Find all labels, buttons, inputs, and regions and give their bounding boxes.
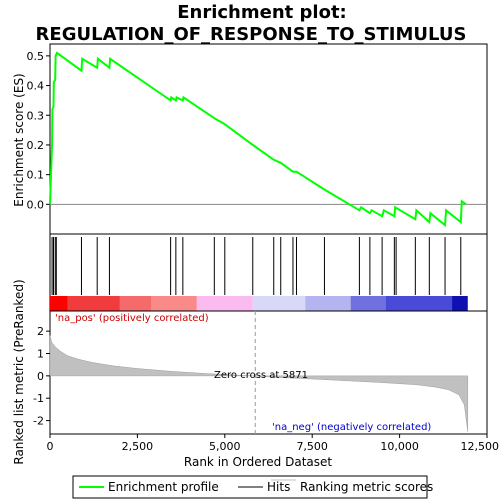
es-y-tick-label: 0.1 [27, 169, 45, 182]
es-y-tick-label: 0.2 [27, 139, 45, 152]
x-tick-label: 12,500 [461, 440, 500, 453]
es-y-tick-label: 0.3 [27, 109, 45, 122]
hits-marks [51, 237, 462, 295]
metric-y-ticks: -2 -1 0 1 2 [33, 325, 50, 428]
heat-segment [50, 296, 68, 311]
es-y-tick-label: 0.5 [27, 50, 45, 63]
x-tick-label: 7,500 [296, 440, 328, 453]
metric-y-tick-label: 0 [37, 370, 44, 383]
heat-segment [151, 296, 197, 311]
x-ticks: 0 2,500 5,000 7,500 10,000 12,500 [47, 434, 500, 453]
title-line2: REGULATION_OF_RESPONSE_TO_STIMULUS [36, 24, 467, 45]
heat-segment [350, 296, 386, 311]
ranking-heat-bar [50, 296, 468, 311]
metric-y-tick-label: 2 [37, 325, 44, 338]
neg-label: 'na_neg' (negatively correlated) [272, 422, 431, 433]
es-y-tick-label: 0.0 [27, 198, 45, 211]
x-tick-label: 0 [47, 440, 54, 453]
es-y-ticks: 0.0 0.1 0.2 0.3 0.4 0.5 [27, 50, 50, 211]
x-tick-label: 2,500 [122, 440, 154, 453]
es-y-tick-label: 0.4 [27, 80, 45, 93]
zero-cross-label: Zero cross at 5871 [214, 370, 308, 381]
legend-enrichment-label: Enrichment profile [108, 480, 219, 494]
es-y-axis-label: Enrichment score (ES) [12, 73, 26, 206]
metric-y-tick-label: 1 [37, 347, 44, 360]
heat-segment [452, 296, 468, 311]
title-line1: Enrichment plot: [177, 2, 347, 23]
legend-metric-label: Ranking metric scores [300, 480, 433, 494]
metric-y-tick-label: -2 [33, 415, 44, 428]
heat-segment [119, 296, 152, 311]
heat-segment [385, 296, 453, 311]
heat-segment [305, 296, 351, 311]
heat-segment [196, 296, 253, 311]
x-axis-label: Rank in Ordered Dataset [184, 455, 332, 469]
heat-segment [252, 296, 306, 311]
heat-segment [67, 296, 120, 311]
enrichment-profile-line [49, 51, 467, 228]
es-panel [49, 43, 488, 235]
metric-y-axis-label: Ranked list metric (PreRanked) [12, 279, 26, 464]
metric-y-tick-label: -1 [33, 392, 44, 405]
x-tick-label: 5,000 [209, 440, 241, 453]
legend-hits-label: Hits [267, 480, 290, 494]
x-tick-label: 10,000 [380, 440, 419, 453]
pos-label: 'na_pos' (positively correlated) [55, 313, 209, 324]
